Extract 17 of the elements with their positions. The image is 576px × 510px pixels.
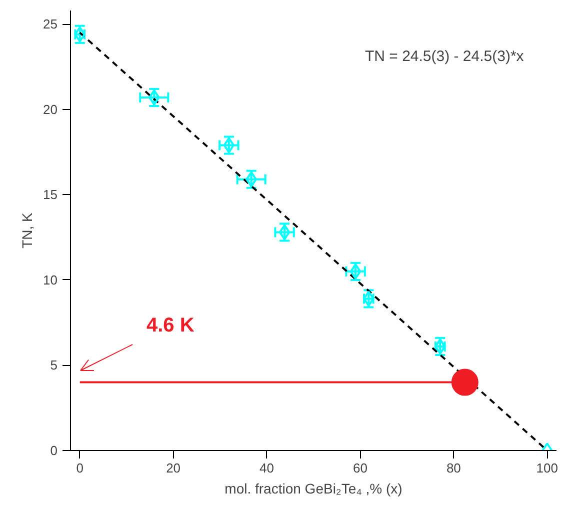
y-tick-label: 10 <box>43 272 58 288</box>
x-axis-title: mol. fraction GeBi₂Te₄ ,% (x) <box>224 480 402 496</box>
y-tick-label: 15 <box>43 187 58 202</box>
y-tick-label: 5 <box>50 358 58 373</box>
annotation: TN = 24.5(3) - 24.5(3)*x <box>364 48 524 66</box>
annotation: 4.6 K <box>146 314 195 336</box>
x-tick-label: 80 <box>446 460 461 476</box>
x-tick-label: 100 <box>536 460 558 476</box>
y-tick-label: 20 <box>43 102 58 117</box>
y-axis-title: TN, K <box>19 212 36 248</box>
y-tick-label: 0 <box>50 443 58 458</box>
y-tick-label: 25 <box>43 16 58 32</box>
x-tick-label: 20 <box>166 460 181 476</box>
point <box>451 368 478 396</box>
x-tick-label: 60 <box>353 460 368 476</box>
x-tick-label: 40 <box>260 460 274 476</box>
x-tick-label: 0 <box>76 460 84 476</box>
